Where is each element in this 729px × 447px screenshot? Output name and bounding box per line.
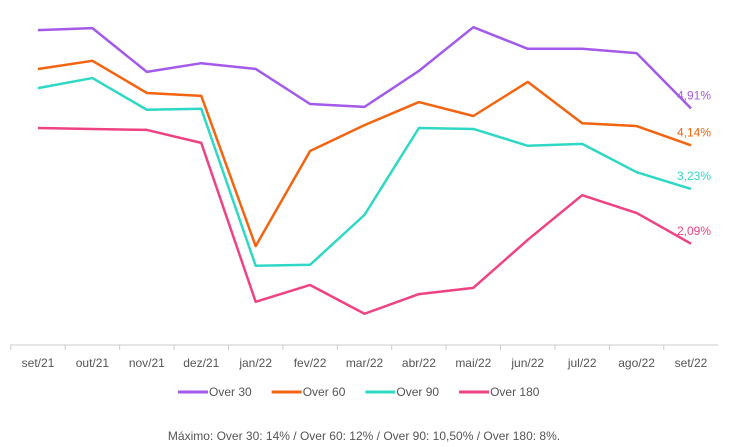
data-label: 4,91% [677,88,711,102]
x-tick-label: fev/22 [294,356,327,370]
data-label: 2,09% [677,224,711,238]
x-tick-label: jul/22 [567,356,597,370]
legend-label: Over 30 [209,385,252,399]
legend-label: Over 90 [396,385,439,399]
series-line [37,76,692,268]
data-label: 4,14% [677,125,711,139]
series-line [37,25,692,110]
x-tick-label: nov/21 [129,356,165,370]
x-tick-label: set/21 [22,356,55,370]
x-tick-label: jun/22 [510,356,544,370]
legend-label: Over 180 [490,385,540,399]
legend-label: Over 60 [303,385,346,399]
note: Máximo: Over 30: 14% / Over 60: 12% / Ov… [168,429,560,443]
x-tick-label: set/22 [675,356,708,370]
data-label: 3,23% [677,169,711,183]
x-tick-label: mai/22 [455,356,491,370]
series-line [37,59,692,248]
x-tick-label: dez/21 [183,356,219,370]
x-tick-label: mar/22 [346,356,384,370]
x-tick-label: jan/22 [238,356,272,370]
x-tick-label: abr/22 [402,356,436,370]
x-tick-label: out/21 [76,356,110,370]
x-tick-label: ago/22 [618,356,655,370]
series-line [37,126,692,316]
